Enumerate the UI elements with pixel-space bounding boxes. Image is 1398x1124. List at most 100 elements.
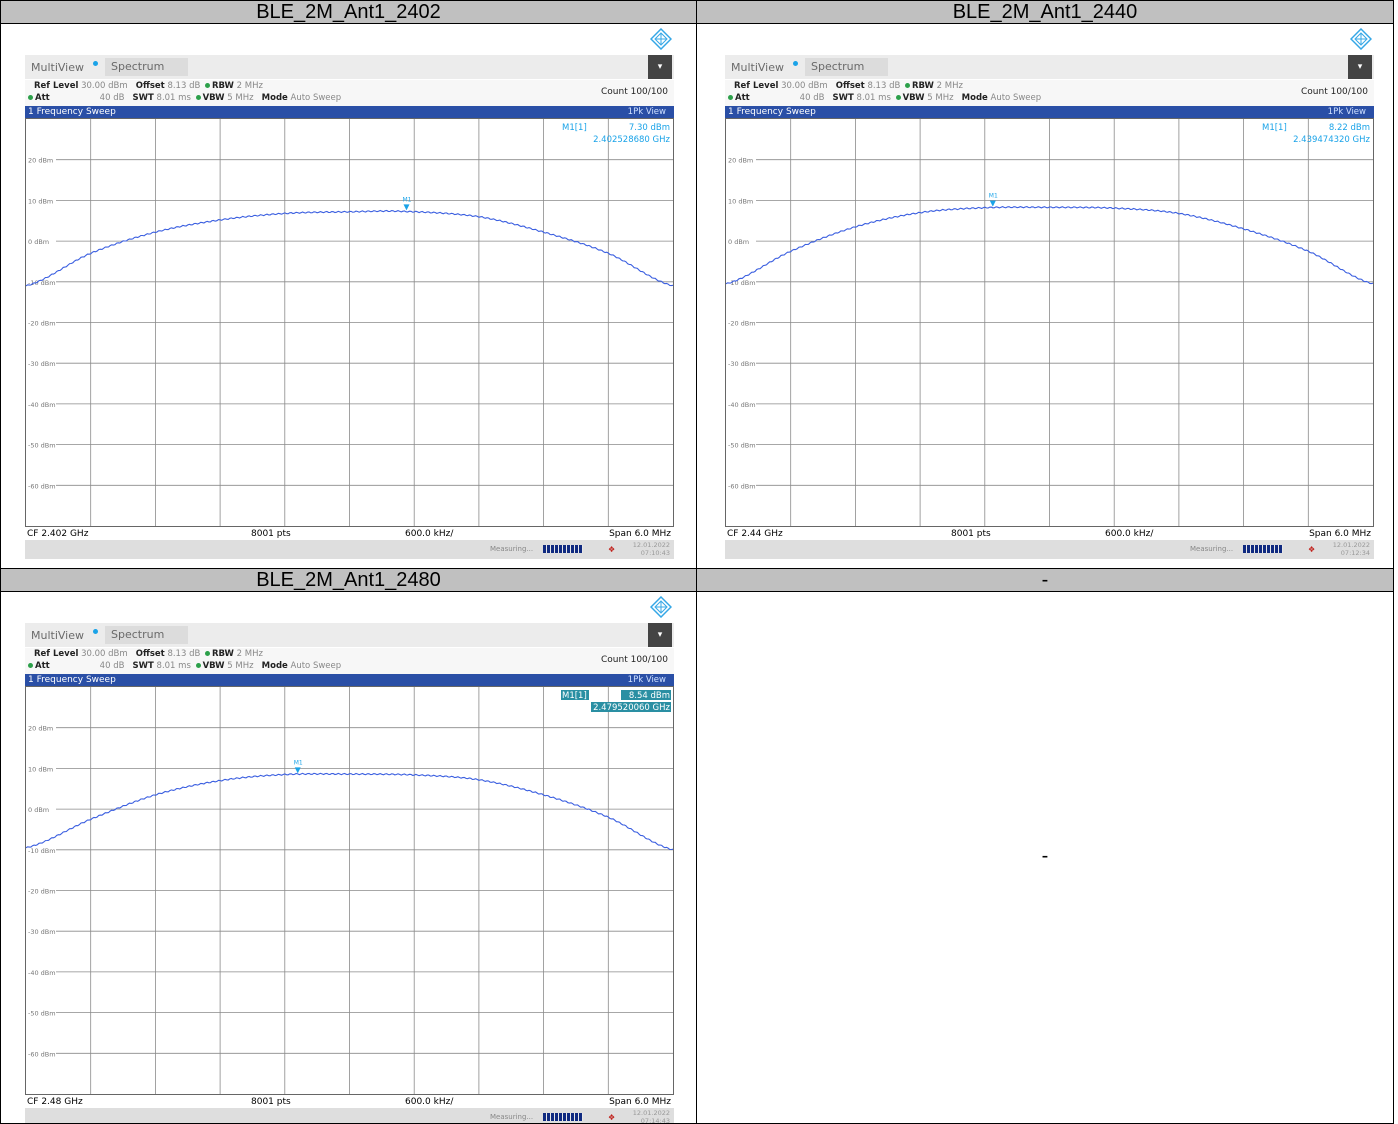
y-tick-bg	[26, 1008, 56, 1017]
y-tick-bg	[26, 1049, 56, 1058]
analyzer-screen: MultiView Spectrum ▾ Ref Level 30.00 dBm…	[25, 596, 674, 1123]
y-tick-label: -20 dBm	[28, 888, 56, 896]
points-count: 8001 pts	[251, 529, 291, 539]
y-tick-bg	[726, 481, 756, 490]
y-tick-bg	[26, 723, 56, 732]
y-tick-label: -10 dBm	[28, 847, 56, 855]
progress-bars	[1243, 545, 1283, 553]
trace-line	[26, 209, 673, 287]
tab-spectrum[interactable]: Spectrum	[805, 58, 888, 76]
grid	[26, 119, 673, 526]
marker-value: 7.30 dBm	[629, 123, 670, 133]
marker-frequency: 2.479520060 GHz	[593, 703, 670, 713]
y-tick-label: -40 dBm	[728, 401, 756, 409]
menu-button[interactable]: ▾	[648, 55, 672, 79]
y-tick-label: -30 dBm	[28, 360, 56, 368]
span-value: Span 6.0 MHz	[1309, 529, 1371, 539]
y-tick-bg	[26, 805, 56, 814]
marker-value-bg	[621, 690, 671, 700]
y-tick-bg	[26, 359, 56, 368]
progress-bars	[543, 1113, 583, 1121]
rs-logo-icon	[650, 596, 672, 618]
y-tick-bg	[26, 967, 56, 976]
y-tick-bg	[726, 277, 756, 286]
y-tick-bg	[726, 237, 756, 246]
header-title: BLE_2M_Ant1_2480	[256, 569, 441, 591]
header-cell-4: -	[696, 568, 1394, 592]
tab-indicator-dot	[93, 629, 98, 634]
plot-footer: CF 2.48 GHz 8001 pts 600.0 kHz/ Span 6.0…	[25, 1096, 674, 1108]
y-tick-bg	[26, 764, 56, 773]
y-tick-label: -40 dBm	[28, 401, 56, 409]
points-count: 8001 pts	[251, 1097, 291, 1107]
y-tick-label: 0 dBm	[28, 806, 49, 814]
grid	[26, 687, 673, 1094]
sweep-title-bar: 1 Frequency Sweep 1Pk View	[725, 106, 1374, 118]
y-tick-label: -60 dBm	[28, 1050, 56, 1058]
division-width: 600.0 kHz/	[405, 529, 454, 539]
span-value: Span 6.0 MHz	[609, 529, 671, 539]
marker-tag: M1	[989, 193, 998, 200]
y-tick-bg	[26, 481, 56, 490]
header-cell-1: BLE_2M_Ant1_2402	[0, 0, 697, 24]
settings-panel: Ref Level 30.00 dBm Offset 8.13 dB RBW 2…	[725, 80, 1374, 106]
marker-label: M1[1]	[562, 123, 587, 133]
header-title: -	[1041, 569, 1049, 591]
points-count: 8001 pts	[951, 529, 991, 539]
menu-button[interactable]: ▾	[1348, 55, 1372, 79]
y-tick-bg	[26, 318, 56, 327]
spectrum-plot: 20 dBm 10 dBm 0 dBm -10 dBm -20 dBm -30 dBm -4…	[26, 119, 673, 526]
y-tick-label: 10 dBm	[28, 765, 53, 773]
tab-multiview[interactable]: MultiView	[31, 61, 84, 74]
y-tick-label: -20 dBm	[728, 320, 756, 328]
center-frequency: CF 2.48 GHz	[27, 1097, 83, 1107]
plot-footer: CF 2.44 GHz 8001 pts 600.0 kHz/ Span 6.0…	[725, 528, 1374, 540]
sweep-title: 1 Frequency Sweep	[728, 107, 816, 117]
plot-area: 20 dBm 10 dBm 0 dBm -10 dBm -20 dBm -30 dBm -4…	[725, 118, 1374, 527]
plot-footer: CF 2.402 GHz 8001 pts 600.0 kHz/ Span 6.…	[25, 528, 674, 540]
count-readout: Count 100/100	[601, 87, 668, 97]
division-width: 600.0 kHz/	[405, 1097, 454, 1107]
y-tick-label: 20 dBm	[28, 157, 53, 165]
rs-small-logo-icon: ❖	[608, 1113, 616, 1122]
pk-view-label: 1Pk View	[627, 675, 666, 685]
measuring-status: Measuring...	[490, 1113, 534, 1121]
y-tick-label: 0 dBm	[28, 238, 49, 246]
tab-spectrum[interactable]: Spectrum	[105, 58, 188, 76]
division-width: 600.0 kHz/	[1105, 529, 1154, 539]
y-tick-label: -10 dBm	[28, 279, 56, 287]
measuring-status: Measuring...	[1190, 545, 1234, 553]
y-tick-label: 20 dBm	[728, 157, 753, 165]
marker-label: M1[1]	[1262, 123, 1287, 133]
y-tick-label: -10 dBm	[728, 279, 756, 287]
y-tick-bg	[26, 196, 56, 205]
marker-value: 8.22 dBm	[1329, 123, 1370, 133]
y-tick-label: 10 dBm	[28, 197, 53, 205]
sweep-title: 1 Frequency Sweep	[28, 107, 116, 117]
y-tick-bg	[26, 155, 56, 164]
header-title: BLE_2M_Ant1_2440	[952, 1, 1138, 23]
status-bar: Measuring... ❖ 12.01.2022 07:14:43	[25, 1108, 674, 1123]
y-tick-label: -30 dBm	[728, 360, 756, 368]
y-tick-bg	[726, 440, 756, 449]
y-tick-label: -50 dBm	[28, 442, 56, 450]
y-tick-bg	[726, 399, 756, 408]
tab-spectrum[interactable]: Spectrum	[105, 626, 188, 644]
plot-area: 20 dBm 10 dBm 0 dBm -10 dBm -20 dBm -30 dBm -4…	[25, 686, 674, 1095]
y-tick-label: -60 dBm	[28, 482, 56, 490]
header-cell-2: BLE_2M_Ant1_2440	[696, 0, 1394, 24]
tab-multiview[interactable]: MultiView	[31, 629, 84, 642]
tab-multiview[interactable]: MultiView	[731, 61, 784, 74]
status-bar: Measuring... ❖ 12.01.2022 07:10:43	[25, 540, 674, 559]
spectrum-plot: 20 dBm 10 dBm 0 dBm -10 dBm -20 dBm -30 dBm -4…	[26, 687, 673, 1094]
cell-4: -	[696, 591, 1394, 1124]
y-tick-bg	[726, 196, 756, 205]
center-frequency: CF 2.44 GHz	[727, 529, 783, 539]
tab-bar: MultiView Spectrum ▾	[725, 55, 1374, 79]
marker-triangle	[989, 200, 996, 207]
menu-button[interactable]: ▾	[648, 623, 672, 647]
marker-label: M1[1]	[562, 691, 587, 701]
y-tick-label: -30 dBm	[28, 928, 56, 936]
y-tick-bg	[726, 155, 756, 164]
y-tick-label: -40 dBm	[28, 969, 56, 977]
